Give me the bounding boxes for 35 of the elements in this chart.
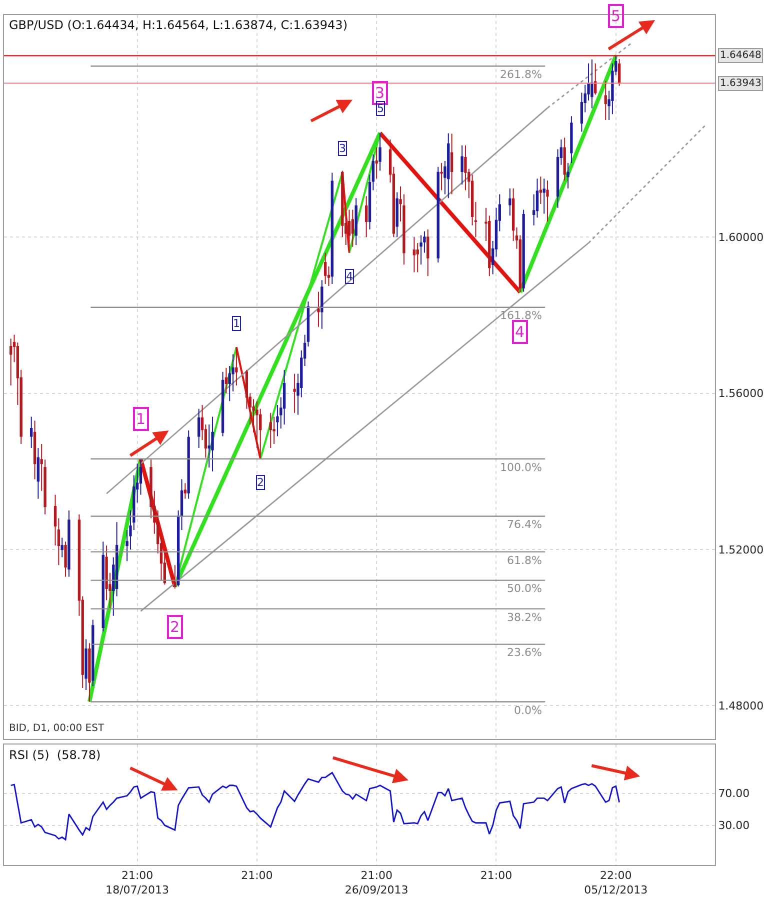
annotation: 3 <box>375 84 385 102</box>
annotation: 1 <box>136 410 146 428</box>
y-tick-label: 30.00 <box>718 819 750 832</box>
chart-title: RSI (5) (58.78) <box>9 748 101 762</box>
annotation: 161.8% <box>500 309 542 322</box>
annotation: 5 <box>377 102 384 115</box>
annotation: 4 <box>346 270 353 283</box>
annotation: 2 <box>170 618 180 636</box>
annotation: 4 <box>515 323 525 341</box>
annotation: 2 <box>257 476 264 489</box>
ref-line-label: 1.63943 <box>720 78 762 89</box>
annotation: 3 <box>339 142 346 155</box>
y-tick-label: 1.48000 <box>718 699 764 712</box>
x-tick-label: 21:00 <box>480 869 512 882</box>
annotation: 76.4% <box>507 518 542 531</box>
ref-line-label: 1.64648 <box>720 50 762 61</box>
y-tick-label: 1.60000 <box>718 230 764 244</box>
annotation: 100.0% <box>500 461 542 474</box>
annotation: 50.0% <box>507 582 542 595</box>
annotation: 61.8% <box>507 554 542 567</box>
x-tick-label: 21:00 18/07/2013 <box>106 869 170 896</box>
annotation: BID, D1, 00:00 EST <box>9 723 105 734</box>
x-tick-label: 22:00 05/12/2013 <box>584 869 648 896</box>
y-tick-label: 70.00 <box>718 787 750 800</box>
y-tick-label: 1.56000 <box>718 387 764 400</box>
x-tick-label: 21:00 26/09/2013 <box>344 869 408 896</box>
annotation: 38.2% <box>507 611 542 624</box>
annotation: 1 <box>233 317 240 330</box>
annotation: 0.0% <box>514 704 542 717</box>
x-tick-label: 21:00 <box>241 869 273 882</box>
chart-title: GBP/USD (O:1.64434, H:1.64564, L:1.63874, C:1.63943) <box>9 18 348 32</box>
y-tick-label: 1.52000 <box>718 543 764 556</box>
annotation: 261.8% <box>500 68 542 81</box>
annotation: 5 <box>611 7 621 25</box>
annotation: 23.6% <box>507 646 542 659</box>
